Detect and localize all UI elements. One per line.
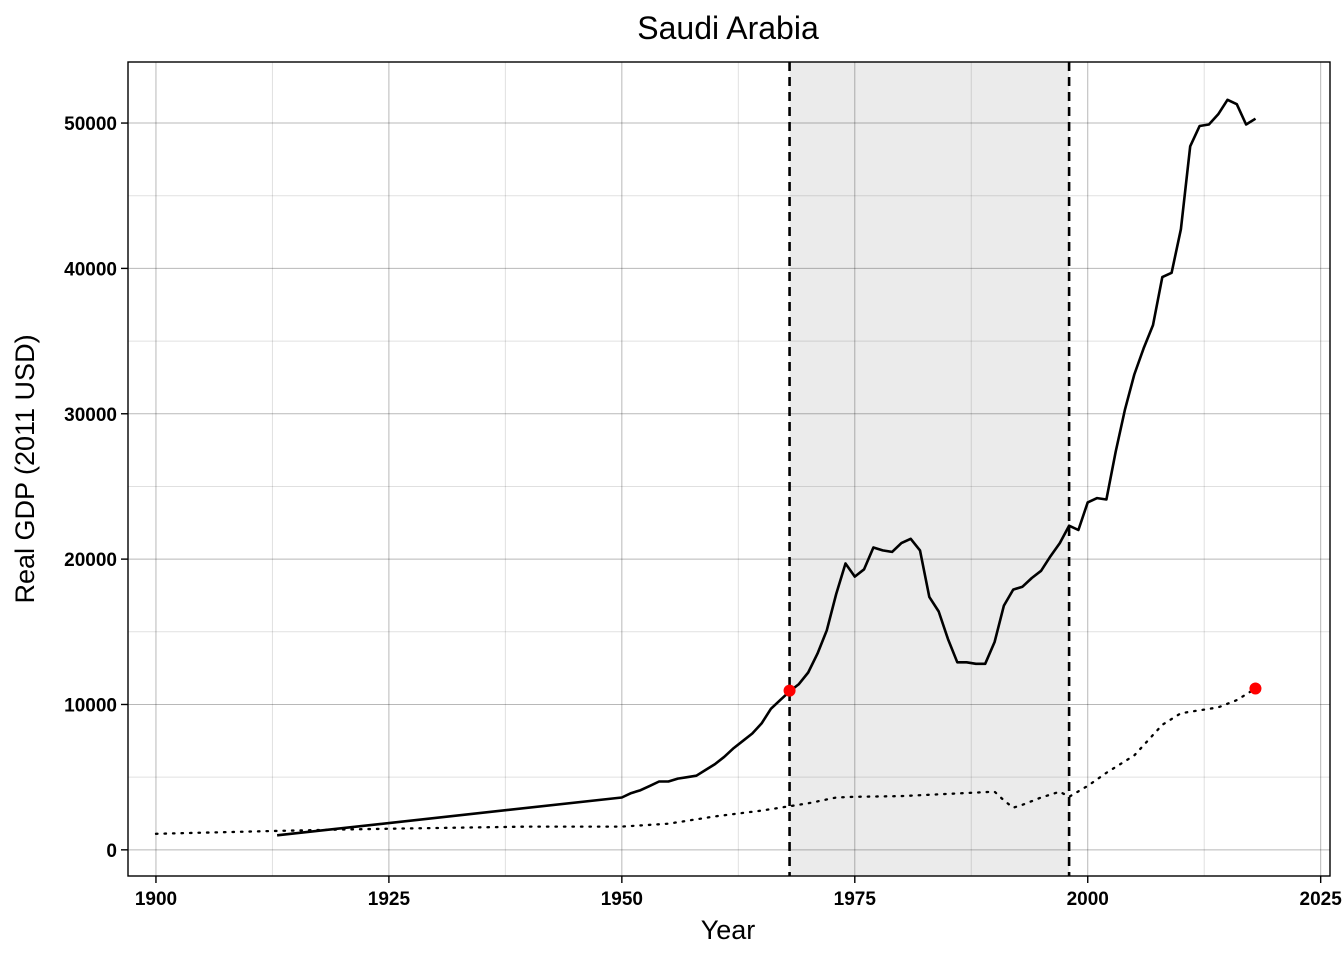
x-tick-label: 1975	[834, 889, 877, 910]
y-axis-ticks: 0 10000 20000 30000 40000 50000	[64, 114, 128, 862]
red-marker	[1249, 682, 1262, 695]
y-tick-label: 40000	[64, 259, 117, 280]
x-tick-label: 2025	[1300, 889, 1343, 910]
red-marker	[783, 684, 796, 697]
shaded-region	[789, 62, 1070, 876]
grid-lines	[128, 62, 1330, 876]
y-tick-label: 10000	[64, 695, 117, 716]
x-tick-label: 1925	[368, 889, 411, 910]
plot-frame	[127, 61, 1331, 877]
x-tick-label: 1950	[601, 889, 643, 910]
series-lines	[154, 98, 1257, 837]
y-tick-label: 0	[106, 841, 117, 862]
y-tick-label: 30000	[64, 405, 117, 426]
y-tick-label: 20000	[64, 550, 117, 571]
plot-border	[127, 61, 1331, 877]
dotted-series-line	[154, 687, 1257, 835]
y-axis-title: Real GDP (2011 USD)	[10, 334, 40, 603]
plot-area	[128, 62, 1330, 876]
plot-background	[128, 62, 1330, 876]
x-tick-label: 1900	[135, 889, 177, 910]
y-tick-label: 50000	[64, 114, 117, 135]
chart-title: Saudi Arabia	[637, 10, 819, 46]
solid-series-line	[276, 98, 1257, 837]
shaded-period	[789, 62, 1070, 876]
highlight-markers	[783, 682, 1262, 697]
x-axis-title: Year	[701, 915, 756, 945]
x-tick-label: 2000	[1067, 889, 1109, 910]
vertical-reference-lines	[788, 62, 1071, 876]
x-axis-ticks: 1900 1925 1950 1975 2000 2025	[135, 876, 1342, 910]
